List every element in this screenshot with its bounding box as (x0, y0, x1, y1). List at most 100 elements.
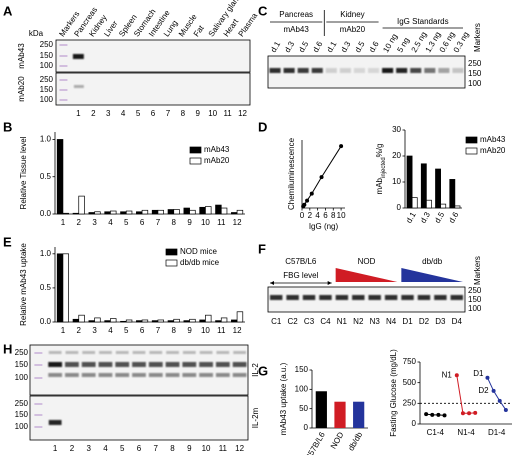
marker-label: 100 (468, 304, 482, 313)
band (65, 351, 79, 354)
y-axis-label: Fasting Glucose (mg/dL) (389, 349, 398, 437)
bar (353, 401, 365, 428)
y-axis-label: mAb43 uptake (a.u.) (279, 362, 288, 435)
bar (406, 155, 413, 209)
legend-swatch (165, 259, 178, 267)
y-tick-label: 30 (392, 125, 401, 134)
lane-number: 2 (70, 444, 75, 453)
lane-number: 12 (235, 444, 244, 453)
band (424, 68, 436, 73)
lane-label: Plasma (237, 11, 260, 38)
y-tick-label: 0 (412, 419, 417, 428)
band (132, 362, 146, 367)
lane-label: d.5 (353, 39, 367, 54)
band (417, 295, 431, 300)
panel-letter: D (258, 119, 267, 134)
bar (435, 168, 441, 209)
bar (220, 317, 228, 323)
marker-label: 100 (468, 79, 482, 88)
bar (220, 207, 228, 215)
band (115, 362, 130, 367)
band (270, 295, 283, 300)
panel-letter: B (3, 119, 12, 134)
lane-label: d.5 (297, 39, 311, 54)
lane-label: d.1 (269, 39, 283, 54)
band (199, 362, 213, 367)
band (48, 351, 62, 354)
band (199, 373, 213, 377)
group-label: Kidney (340, 10, 364, 19)
point (503, 407, 508, 412)
y-tick-label: 500 (403, 378, 417, 387)
bar (151, 209, 159, 215)
x-tick-label: d.5 (433, 210, 447, 225)
x-tick-label: 10 (201, 218, 210, 227)
band (286, 295, 299, 300)
band (72, 54, 84, 59)
x-tick-label: 5 (124, 218, 129, 227)
point (485, 375, 490, 380)
x-axis-label: IgG (ng) (309, 222, 339, 231)
x-tick-label: 1 (61, 326, 66, 335)
bar (236, 311, 244, 323)
x-tick-label: 4 (108, 218, 113, 227)
band (73, 85, 84, 88)
legend-label: NOD mice (180, 247, 217, 256)
y-tick-label: 1.0 (40, 135, 52, 144)
bar (440, 203, 447, 209)
band (368, 68, 380, 73)
point (460, 411, 465, 416)
band (233, 351, 246, 354)
band (382, 68, 394, 73)
bar (205, 314, 212, 323)
band (48, 373, 63, 377)
y-tick-label: 0.5 (40, 172, 52, 181)
annotation: D1 (473, 369, 484, 378)
x-tick-label: 4 (315, 211, 320, 220)
x-tick-label: NOD (329, 430, 346, 450)
bar (136, 211, 143, 215)
band (410, 68, 422, 73)
marker-label: 100 (15, 422, 29, 431)
band (182, 351, 196, 354)
bar (157, 319, 164, 323)
marker-label: 250 (40, 40, 54, 49)
y-tick-label: 0.0 (40, 209, 52, 218)
band (65, 362, 79, 367)
band (182, 373, 197, 377)
bar (199, 206, 206, 215)
lane-number: 5 (136, 109, 141, 118)
band (132, 373, 146, 377)
blot (29, 395, 249, 441)
y-tick-label: 100 (295, 384, 309, 393)
bar (62, 253, 69, 323)
bar (183, 320, 190, 323)
marker-label: 150 (40, 51, 54, 60)
blot (55, 72, 251, 106)
lane-number: 6 (151, 109, 156, 118)
x-tick-label: 11 (217, 218, 226, 227)
lane-label: D2 (419, 317, 430, 326)
panel-letter: H (3, 341, 12, 356)
bar (189, 318, 196, 323)
bar (88, 212, 95, 215)
point (430, 412, 435, 417)
lane-number: 3 (106, 109, 111, 118)
marker-label: 150 (468, 295, 482, 304)
band (384, 295, 398, 300)
markers-label: Markers (473, 256, 482, 285)
bar (125, 319, 133, 323)
band (339, 68, 351, 73)
blot (267, 55, 466, 89)
x-tick-label: C57B/L6 (304, 430, 328, 455)
lane-label: d.6 (311, 39, 325, 54)
band (148, 362, 163, 367)
x-tick-label: 2 (77, 218, 82, 227)
band (297, 68, 309, 73)
group-label: Pancreas (279, 10, 313, 19)
legend-label: mAb43 (480, 135, 506, 144)
legend-swatch (465, 147, 478, 155)
y-tick-label: 250 (403, 398, 417, 407)
legend-label: mAb20 (480, 146, 506, 155)
marker-label: 250 (15, 399, 29, 408)
